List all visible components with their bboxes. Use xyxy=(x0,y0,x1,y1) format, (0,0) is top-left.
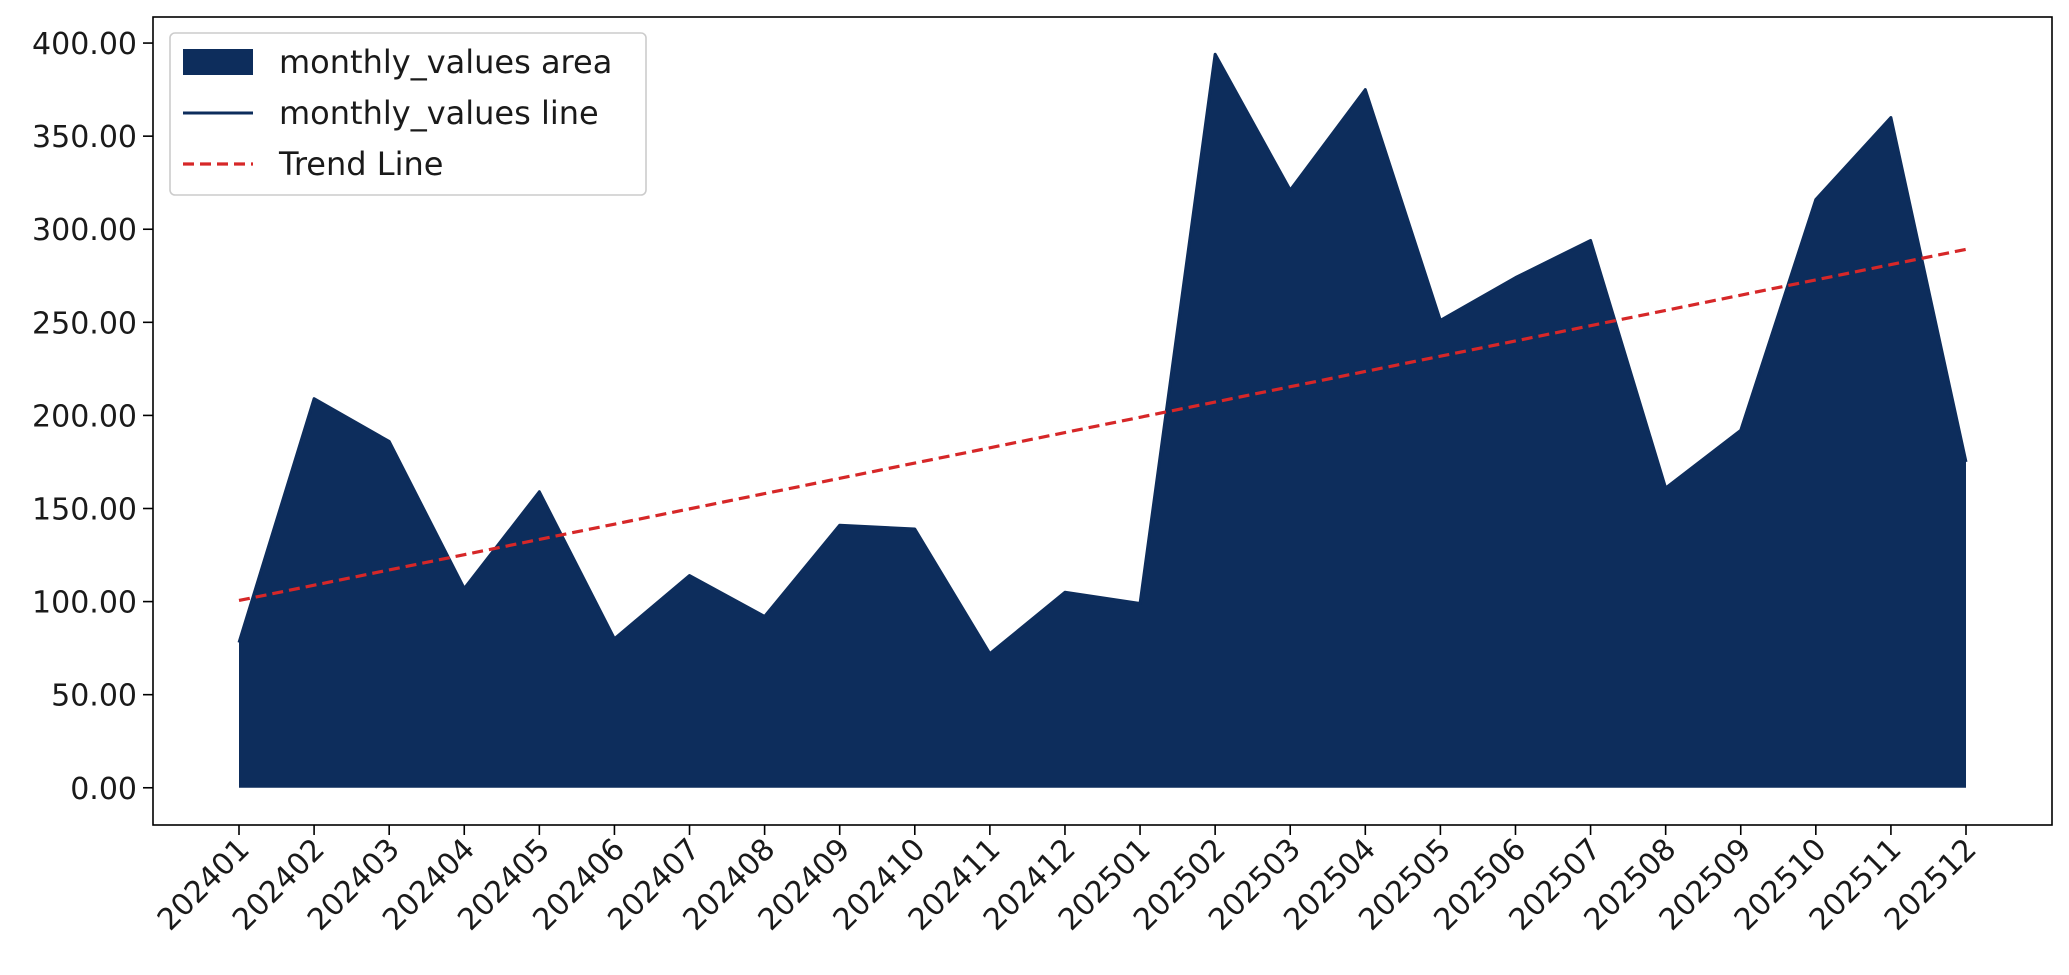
y-tick-label: 0.00 xyxy=(70,772,137,807)
legend-label: monthly_values line xyxy=(279,94,599,132)
legend-entry: Trend Line xyxy=(183,145,443,183)
legend: monthly_values area monthly_values line Tr… xyxy=(169,32,647,196)
legend-label: monthly_values area xyxy=(279,43,612,81)
y-tick-label: 50.00 xyxy=(51,679,137,714)
plot-area xyxy=(237,52,1968,788)
y-tick-label: 350.00 xyxy=(32,120,137,155)
trend-line xyxy=(238,247,1967,603)
area-series-monthly-values xyxy=(239,54,1966,788)
legend-label: Trend Line xyxy=(278,145,443,183)
y-tick-label: 100.00 xyxy=(32,586,137,621)
y-tick-label: 300.00 xyxy=(32,213,137,248)
legend-swatch-area xyxy=(183,49,253,75)
y-tick-label: 200.00 xyxy=(32,399,137,434)
line-series-monthly-values xyxy=(237,52,1968,656)
plot-frame xyxy=(152,16,2053,826)
y-tick-label: 150.00 xyxy=(32,493,137,528)
legend-entry: monthly_values area xyxy=(183,43,612,81)
legend-entry: monthly_values line xyxy=(183,94,599,132)
y-tick-label: 400.00 xyxy=(32,27,137,62)
legend-box xyxy=(169,32,647,196)
y-tick-label: 250.00 xyxy=(32,306,137,341)
